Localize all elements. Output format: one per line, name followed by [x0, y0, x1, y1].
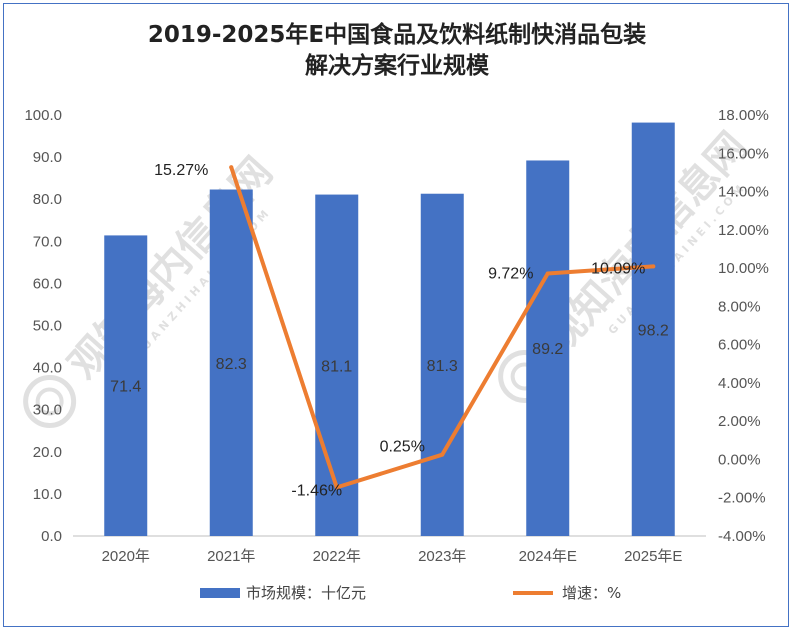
y-right-tick-label: 16.00% — [718, 145, 769, 162]
y-right-tick-label: 4.00% — [718, 375, 761, 392]
growth-point — [651, 264, 656, 269]
y-left-tick-label: 0.0 — [41, 528, 62, 545]
bar-value-label: 89.2 — [532, 341, 563, 358]
bar-value-label: 71.4 — [110, 379, 141, 396]
y-left-tick-label: 40.0 — [33, 360, 62, 377]
chart-title-line-2: 解决方案行业规模 — [305, 52, 490, 79]
y-left-tick-label: 90.0 — [33, 149, 62, 166]
growth-value-label: 15.27% — [154, 162, 208, 179]
bar-value-label: 82.3 — [216, 356, 247, 373]
y-left-tick-label: 100.0 — [24, 107, 62, 124]
y-left-tick-label: 50.0 — [33, 318, 62, 335]
x-tick-label: 2020年 — [102, 548, 150, 565]
bar-series — [104, 122, 675, 537]
y-right-tick-label: 18.00% — [718, 107, 769, 124]
y-right-tick-label: 14.00% — [718, 184, 769, 201]
y-right-tick-label: 8.00% — [718, 298, 761, 315]
y-right-tick-label: 6.00% — [718, 337, 761, 354]
legend-line-label: 增速：% — [562, 584, 621, 602]
bar — [104, 235, 148, 536]
y-right-tick-label: -2.00% — [718, 490, 766, 507]
growth-value-label: 9.72% — [488, 265, 533, 282]
bar — [526, 160, 570, 536]
growth-value-label: 10.09% — [591, 260, 645, 277]
bar — [420, 193, 464, 537]
x-tick-label: 2022年 — [313, 548, 361, 565]
y-left-tick-label: 10.0 — [33, 486, 62, 503]
x-tick-label: 2023年 — [418, 548, 466, 565]
axes: 0.0 10.0 20.0 30.0 40.0 50.0 60.0 70.0 80.0 90.0 1… — [24, 107, 768, 565]
bar — [631, 122, 675, 536]
growth-point — [545, 271, 550, 276]
watermark-logo-icon — [23, 374, 77, 428]
y-right-tick-label: 0.00% — [718, 451, 761, 468]
watermark-logo-inner-icon — [35, 387, 64, 416]
y-right-tick-label: 10.00% — [718, 260, 769, 277]
y-left-tick-label: 60.0 — [33, 275, 62, 292]
legend-bar-swatch — [200, 588, 240, 598]
chart-title-line-1: 2019-2025年E中国食品及饮料纸制快消品包装 — [148, 21, 646, 48]
y-left-tick-label: 30.0 — [33, 402, 62, 419]
growth-line-series — [229, 165, 656, 490]
y-left-tick-label: 80.0 — [33, 191, 62, 208]
legend: 市场规模：十亿元 增速：% — [200, 584, 621, 602]
bar-value-label: 98.2 — [638, 322, 669, 339]
x-tick-label: 2021年 — [207, 548, 255, 565]
y-left-tick-label: 20.0 — [33, 444, 62, 461]
bar — [209, 189, 253, 536]
y-right-tick-label: -4.00% — [718, 528, 766, 545]
growth-point — [334, 485, 339, 490]
x-tick-label: 2025年E — [624, 548, 682, 565]
growth-point — [440, 452, 445, 457]
data-labels: 71.4 82.3 81.1 81.3 89.2 98.2 15.27% -1.46% 0.25… — [110, 162, 669, 499]
x-tick-label: 2024年E — [519, 548, 577, 565]
growth-value-label: 0.25% — [380, 439, 425, 456]
y-right-tick-label: 12.00% — [718, 222, 769, 239]
bar-value-label: 81.1 — [321, 358, 352, 375]
growth-point — [229, 165, 234, 170]
growth-value-label: -1.46% — [291, 482, 342, 499]
y-left-tick-label: 70.0 — [33, 233, 62, 250]
bar — [315, 194, 359, 536]
y-right-tick-label: 2.00% — [718, 413, 761, 430]
bar-value-label: 81.3 — [427, 358, 458, 375]
legend-bar-label: 市场规模：十亿元 — [246, 584, 366, 602]
